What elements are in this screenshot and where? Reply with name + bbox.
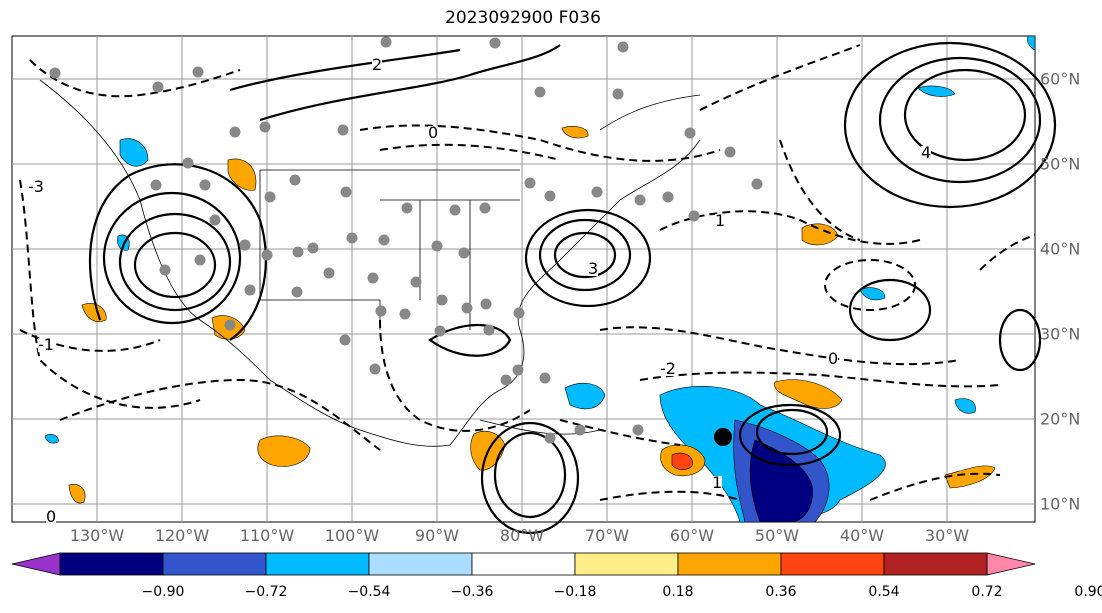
colorbar-tick-label: −0.54 [347,584,391,600]
colorbar-cell [780,552,885,576]
latitude-label: 10°N [1040,494,1081,514]
contour-label: -2 [660,359,676,378]
colorbar-tick-label: −0.90 [141,584,185,600]
longitude-label: 30°W [924,526,970,545]
colorbar-extend-high [986,552,1036,576]
station-markers [49,36,763,444]
longitude-label: 100°W [324,526,380,545]
colorbar-cell [162,552,267,576]
latitude-label: 50°N [1040,154,1081,174]
longitude-label: 80°W [499,526,545,545]
colorbar [11,552,1036,576]
colorbar-cell [677,552,782,576]
colorbar-tick-label: 0.36 [765,584,797,600]
contour-label: 4 [921,143,932,162]
latitude-label: 40°N [1040,239,1081,259]
colorbar-cell [59,552,164,576]
colorbar-tick-label: −0.36 [450,584,494,600]
colorbar-cell [574,552,679,576]
coastlines [39,79,701,447]
colorbar-tick-label: 0.72 [971,584,1003,600]
longitude-label: 120°W [154,526,210,545]
contour-label: 1 [715,211,726,230]
colorbar-tick-label: 0.54 [868,584,900,600]
map-title: 2023092900 F036 [445,8,601,28]
storm-center-marker [714,428,732,446]
shaded-anomalies [44,35,1036,523]
colorbar-cell [368,552,473,576]
contour-label: 0 [828,349,839,368]
colorbar-cell [883,552,988,576]
longitude-label: 60°W [669,526,715,545]
longitude-label: 110°W [239,526,295,545]
contour-label: 1 [712,473,723,492]
latitude-label: 60°N [1040,69,1081,89]
colorbar-cell [265,552,370,576]
positive-anomaly-core [671,452,693,470]
longitude-label: 90°W [414,526,460,545]
colorbar-tick-label: 0.18 [662,584,694,600]
longitude-label: 70°W [584,526,630,545]
contour-label: 0 [46,507,57,526]
longitude-label: 40°W [839,526,885,545]
longitude-label: 130°W [69,526,125,545]
colorbar-extend-low [11,552,61,576]
colorbar-tick-label: −0.72 [244,584,288,600]
contour-label: -1 [38,335,54,354]
colorbar-tick-label: −0.18 [553,584,597,600]
contour-label: 0 [428,123,439,142]
positive-contours [88,41,1057,535]
latitude-label: 20°N [1040,409,1081,429]
contour-label: 2 [372,55,383,74]
contour-label: 3 [588,259,599,278]
latitude-label: 30°N [1040,324,1081,344]
colorbar-tick-label: 0.90 [1074,584,1102,600]
contour-label: -3 [28,177,44,196]
negative-contours [19,44,1036,501]
longitude-label: 50°W [754,526,800,545]
colorbar-cell [471,552,576,576]
